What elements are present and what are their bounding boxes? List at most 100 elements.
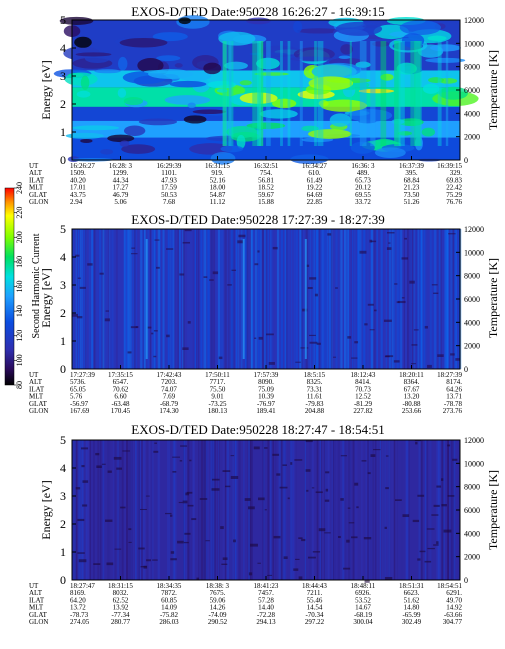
- panel-1-cell: 50.53: [161, 191, 177, 199]
- panel-3-speck: [415, 441, 418, 445]
- panel-3-speck: [189, 459, 192, 462]
- panel-3-stripe: [114, 440, 117, 580]
- panel-3-stripe: [167, 440, 169, 580]
- panel-2-speck: [257, 250, 260, 253]
- panel-3-stripe: [230, 440, 232, 580]
- panel-2-stripe: [220, 229, 224, 369]
- panel-2-cell: 73.31: [307, 385, 323, 393]
- panel-1-cell: 16:29:39: [157, 162, 182, 170]
- panel-3-stripe: [96, 440, 99, 580]
- panel-3-cell: 7211.: [307, 589, 323, 597]
- panel-3-stripe: [312, 440, 314, 580]
- panel-2-stripe: [162, 229, 165, 369]
- panel-2-stripe: [168, 229, 170, 369]
- panel-2-stripe: [318, 229, 321, 369]
- panel-3-stripe: [310, 440, 313, 580]
- panel-1-ytick-label: 1: [60, 125, 66, 139]
- panel-3-cell: 7675.: [210, 589, 226, 597]
- panel-2-stripe: [350, 229, 353, 369]
- panel-2-speck: [209, 279, 214, 281]
- panel-3-speck: [178, 501, 183, 504]
- panel-1-blob: [340, 44, 353, 55]
- panel-2-speck: [238, 234, 246, 238]
- panel-3-stripe: [148, 440, 151, 580]
- panel-3-speck: [311, 487, 315, 489]
- panel-3-cell: 286.03: [159, 618, 179, 626]
- panel-1-blob: [65, 132, 104, 139]
- panel-3-speck: [172, 456, 180, 458]
- panel-2-speck: [104, 318, 110, 322]
- panel-3-speck: [351, 536, 358, 539]
- panel-2-stripe: [88, 229, 91, 369]
- panel-2-stripe: [421, 229, 423, 369]
- panel-3-stripe: [375, 440, 379, 580]
- panel-3-speck: [295, 558, 300, 560]
- panel-3-cell: -70.34: [305, 611, 324, 619]
- panel-1-streak: [317, 41, 324, 146]
- panel-2-stripe: [447, 229, 449, 369]
- panel-1-blob: [347, 109, 393, 122]
- panel-3-stripe: [125, 440, 127, 580]
- panel-2-speck: [314, 293, 318, 297]
- panel-2-stripe: [240, 229, 242, 369]
- panel-3-cell: 13.92: [113, 604, 129, 612]
- panel-2-stripe: [347, 229, 350, 369]
- panel-1-blob: [239, 92, 278, 104]
- panel-1-cell: 395.: [405, 169, 418, 177]
- panel-1-blob: [121, 144, 156, 154]
- panel-2-stripe: [102, 229, 105, 369]
- panel-1-yticks: 0 1 2 3 4 5: [60, 13, 76, 167]
- panel-1-cell: 51.26: [404, 198, 420, 206]
- panel-2-stripe: [84, 229, 86, 369]
- panel-2-speck: [76, 316, 83, 319]
- panel-2-stripe: [413, 229, 415, 369]
- panel-1-row-label: GLAT: [29, 191, 48, 199]
- panel-2-stripe: [105, 229, 108, 369]
- panel-1-blob: [350, 141, 375, 154]
- panel-2-ytick-right-label: 8000: [464, 272, 480, 281]
- panel-1-blob: [74, 36, 92, 48]
- panel-1-ytick-label: 2: [60, 97, 66, 111]
- panel-2-speck: [433, 292, 439, 294]
- panel-3-speck: [298, 576, 303, 580]
- panel-3-stripe: [290, 440, 293, 580]
- panel-3-stripe: [345, 440, 347, 580]
- panel-3-stripe: [198, 440, 201, 580]
- panel-3-speck: [258, 497, 265, 501]
- panel-1-cell: 16:36: 3: [351, 162, 375, 170]
- panel-1-blob: [216, 88, 228, 93]
- panel-3-stripe: [75, 440, 78, 580]
- panel-2-title: EXOS-D/TED Date:950228 17:27:39 - 18:27:…: [131, 212, 384, 227]
- panel-3-stripe: [400, 440, 404, 580]
- panel-3-speck: [96, 465, 102, 468]
- panel-3-stripe: [174, 440, 177, 580]
- panel-3-stripe: [213, 440, 216, 580]
- panel-1-cell: 17.27: [113, 184, 129, 192]
- panel-2-cell: -63.48: [111, 400, 130, 408]
- panel-3-speck: [212, 478, 220, 481]
- panel-1-streak: [394, 41, 401, 146]
- panel-3-speck: [301, 538, 306, 542]
- panel-2-stripe: [323, 229, 325, 369]
- panel-1-blob: [137, 58, 164, 73]
- panel-1-blob: [117, 88, 127, 98]
- panel-3-cell: 64.20: [70, 596, 86, 604]
- panel-2-speck: [156, 266, 160, 269]
- panel-2-stripe: [270, 229, 272, 369]
- panel-2-ytick-right-label: 0: [464, 365, 468, 374]
- panel-3-stripe: [429, 440, 431, 580]
- panel-3-speck: [433, 544, 439, 546]
- panel-3-cell: 280.77: [111, 618, 131, 626]
- panel-3-ytick-right-label: 4000: [464, 529, 480, 538]
- panel-1-cell: 65.73: [355, 176, 371, 184]
- panel-3-cell: -65.99: [402, 611, 421, 619]
- panel-3-speck: [305, 440, 313, 443]
- panel-1-ytick-right-label: 10000: [464, 39, 484, 48]
- panel-1-blob: [218, 31, 256, 46]
- panel-2-speck: [184, 229, 192, 232]
- panel-2-stripe: [459, 229, 462, 369]
- panel-3-stripe: [436, 440, 439, 580]
- panel-2-stripe: [256, 229, 258, 369]
- panel-1-streak: [287, 41, 291, 146]
- panel-3-speck: [283, 556, 288, 560]
